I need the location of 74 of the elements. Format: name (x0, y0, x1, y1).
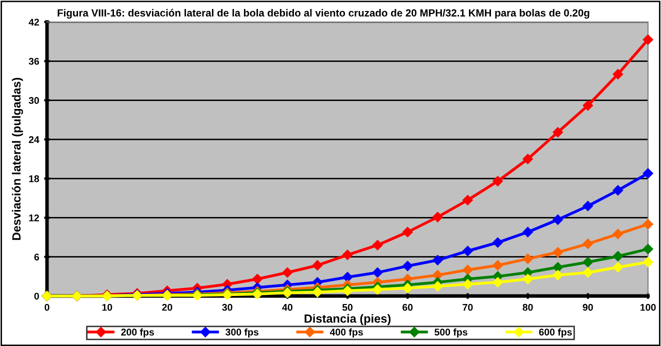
point (312, 260, 323, 270)
legend-label: 300 fps (226, 328, 258, 338)
chart-title: Figura VIII-16: desviación lateral de la bola debido al viento cruzado de 20 MPH/32.1 KMH para bolas de 0.20g (58, 8, 590, 19)
x-tick-label: 30 (222, 304, 232, 311)
x-tick-label: 100 (640, 304, 656, 311)
point (612, 228, 624, 240)
x-tick-label: 70 (462, 304, 473, 311)
point (642, 244, 654, 254)
point (432, 212, 443, 222)
y-tick-label: 12 (29, 214, 39, 222)
point (402, 283, 413, 294)
point (552, 214, 563, 225)
point (432, 255, 443, 266)
point (432, 270, 443, 280)
x-tick-label: 0 (44, 304, 50, 311)
point (612, 262, 624, 272)
point (612, 69, 624, 80)
point (462, 264, 473, 276)
point (552, 127, 563, 138)
x-tick-label: 20 (162, 304, 172, 311)
point (582, 256, 594, 268)
y-tick-label: 18 (29, 175, 40, 182)
point (642, 256, 654, 268)
point (582, 238, 594, 249)
point (492, 237, 503, 248)
point (522, 254, 533, 264)
point (402, 260, 413, 272)
y-axis-title: Desviación lateral (pulgadas) (12, 78, 23, 240)
point (612, 185, 624, 196)
legend-label: 500 fps (434, 328, 468, 338)
point (462, 194, 473, 206)
point (552, 270, 563, 280)
point (372, 240, 383, 250)
y-tick-label: 0 (34, 292, 39, 300)
point (582, 200, 594, 212)
point (402, 226, 413, 238)
point (552, 247, 563, 258)
point (552, 262, 563, 272)
point (462, 246, 473, 256)
legend-label: 600 fps (539, 328, 572, 338)
x-tick-label: 50 (342, 304, 353, 311)
point (642, 34, 654, 45)
x-tick-label: 60 (402, 304, 413, 311)
point (522, 226, 533, 238)
point (432, 281, 443, 292)
point (582, 100, 594, 111)
point (492, 260, 503, 270)
point (492, 277, 503, 288)
x-tick-label: 80 (522, 304, 533, 311)
x-axis-title: Distancia (pies) (304, 314, 391, 326)
point (372, 267, 383, 278)
x-tick-label: 40 (282, 304, 292, 311)
point (612, 251, 624, 262)
point (582, 267, 594, 278)
y-tick-label: 24 (28, 136, 40, 143)
point (642, 219, 654, 230)
legend-label: 400 fps (330, 328, 363, 338)
point (522, 274, 533, 284)
x-tick-label: 90 (582, 304, 593, 311)
point (252, 274, 262, 284)
point (282, 267, 293, 278)
point (462, 279, 473, 290)
point (492, 176, 503, 186)
y-tick-label: 36 (28, 58, 40, 65)
point (342, 250, 353, 260)
point (642, 168, 654, 178)
y-tick-label: 42 (28, 18, 39, 26)
point (522, 154, 533, 164)
y-tick-label: 6 (34, 254, 40, 260)
legend-label: 200 fps (121, 328, 154, 338)
y-tick-label: 30 (28, 97, 39, 104)
point (372, 284, 383, 295)
x-tick-label: 10 (102, 304, 112, 311)
point (342, 272, 353, 282)
